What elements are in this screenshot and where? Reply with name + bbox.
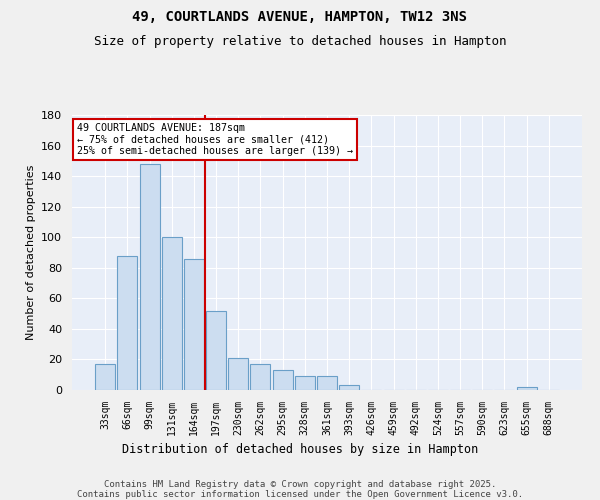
Bar <box>206 310 226 390</box>
Text: 49, COURTLANDS AVENUE, HAMPTON, TW12 3NS: 49, COURTLANDS AVENUE, HAMPTON, TW12 3NS <box>133 10 467 24</box>
Bar <box>295 376 315 390</box>
Bar <box>517 387 536 390</box>
Bar <box>228 358 248 390</box>
Bar <box>272 370 293 390</box>
Bar <box>339 386 359 390</box>
Bar <box>317 376 337 390</box>
Text: Distribution of detached houses by size in Hampton: Distribution of detached houses by size … <box>122 442 478 456</box>
Bar <box>140 164 160 390</box>
Bar <box>95 364 115 390</box>
Bar <box>250 364 271 390</box>
Bar <box>184 258 204 390</box>
Text: Contains HM Land Registry data © Crown copyright and database right 2025.
Contai: Contains HM Land Registry data © Crown c… <box>77 480 523 500</box>
Y-axis label: Number of detached properties: Number of detached properties <box>26 165 35 340</box>
Text: 49 COURTLANDS AVENUE: 187sqm
← 75% of detached houses are smaller (412)
25% of s: 49 COURTLANDS AVENUE: 187sqm ← 75% of de… <box>77 123 353 156</box>
Bar <box>162 237 182 390</box>
Text: Size of property relative to detached houses in Hampton: Size of property relative to detached ho… <box>94 35 506 48</box>
Bar <box>118 256 137 390</box>
